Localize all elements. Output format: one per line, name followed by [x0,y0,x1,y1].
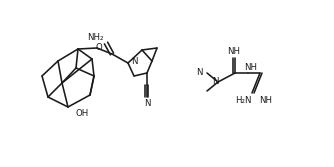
Text: NH: NH [260,96,273,105]
Text: N: N [212,76,218,86]
Text: NH: NH [227,46,240,55]
Text: O: O [96,42,103,51]
Text: OH: OH [76,109,89,118]
Text: N: N [131,56,138,65]
Text: NH₂: NH₂ [87,33,104,42]
Text: H₂N: H₂N [235,96,251,105]
Text: NH: NH [244,62,258,71]
Text: N: N [196,67,202,76]
Text: N: N [144,99,150,108]
